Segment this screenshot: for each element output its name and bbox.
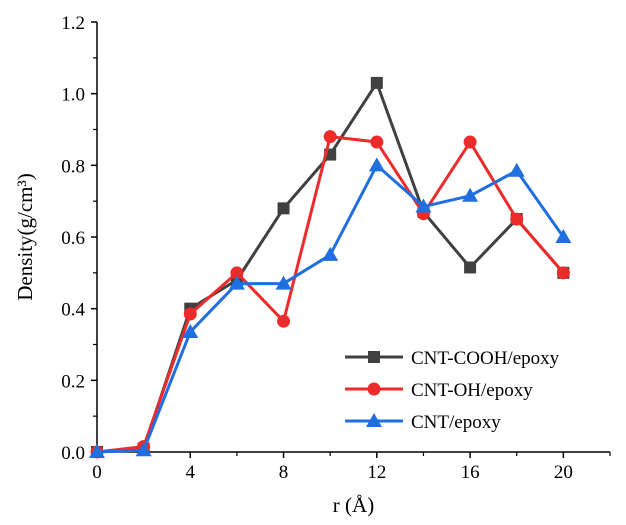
data-point [370,136,383,149]
data-point [184,308,197,321]
series-line [97,165,563,452]
data-point [369,157,385,171]
y-tick-label: 0.2 [61,371,85,392]
y-tick-label: 0.8 [61,156,85,177]
data-point [324,130,337,143]
data-point [464,136,477,149]
x-tick-label: 4 [186,462,196,483]
legend-label: CNT-COOH/epoxy [411,348,560,369]
x-tick-label: 20 [554,462,573,483]
y-tick-label: 0.4 [61,300,85,321]
series-layer [89,77,571,459]
x-axis-title: r (Å) [333,493,374,517]
legend-label: CNT-OH/epoxy [411,380,533,401]
y-tick-label: 1.0 [61,85,85,106]
data-point [277,315,290,328]
x-tick-label: 16 [461,462,480,483]
data-point [462,188,478,202]
plot-area: 0 4 8 12 16 20 0.0 0.2 0.4 0.6 0.8 1.0 1.2 [61,13,610,483]
y-tick-label: 0.6 [61,228,85,249]
data-point [509,163,525,177]
legend-marker [368,383,381,396]
x-tick-label: 8 [279,462,289,483]
data-point [557,266,570,279]
data-point [278,202,290,214]
legend-item: CNT-OH/epoxy [345,380,533,401]
y-axis-title: Density(g/cm³) [13,173,37,301]
legend-item: CNT-COOH/epoxy [345,348,560,369]
y-tick-label: 0.0 [61,443,85,464]
legend-marker [368,351,380,363]
x-tick-label: 0 [92,462,102,483]
data-point [322,247,338,261]
y-tick-label: 1.2 [61,13,85,34]
data-point [464,261,476,273]
x-tick-label: 12 [367,462,386,483]
legend-label: CNT/epoxy [411,412,501,433]
data-point [371,77,383,89]
data-point [510,213,523,226]
legend: CNT-COOH/epoxy CNT-OH/epoxy CNT/epoxy [345,348,560,433]
legend-item: CNT/epoxy [345,412,501,433]
